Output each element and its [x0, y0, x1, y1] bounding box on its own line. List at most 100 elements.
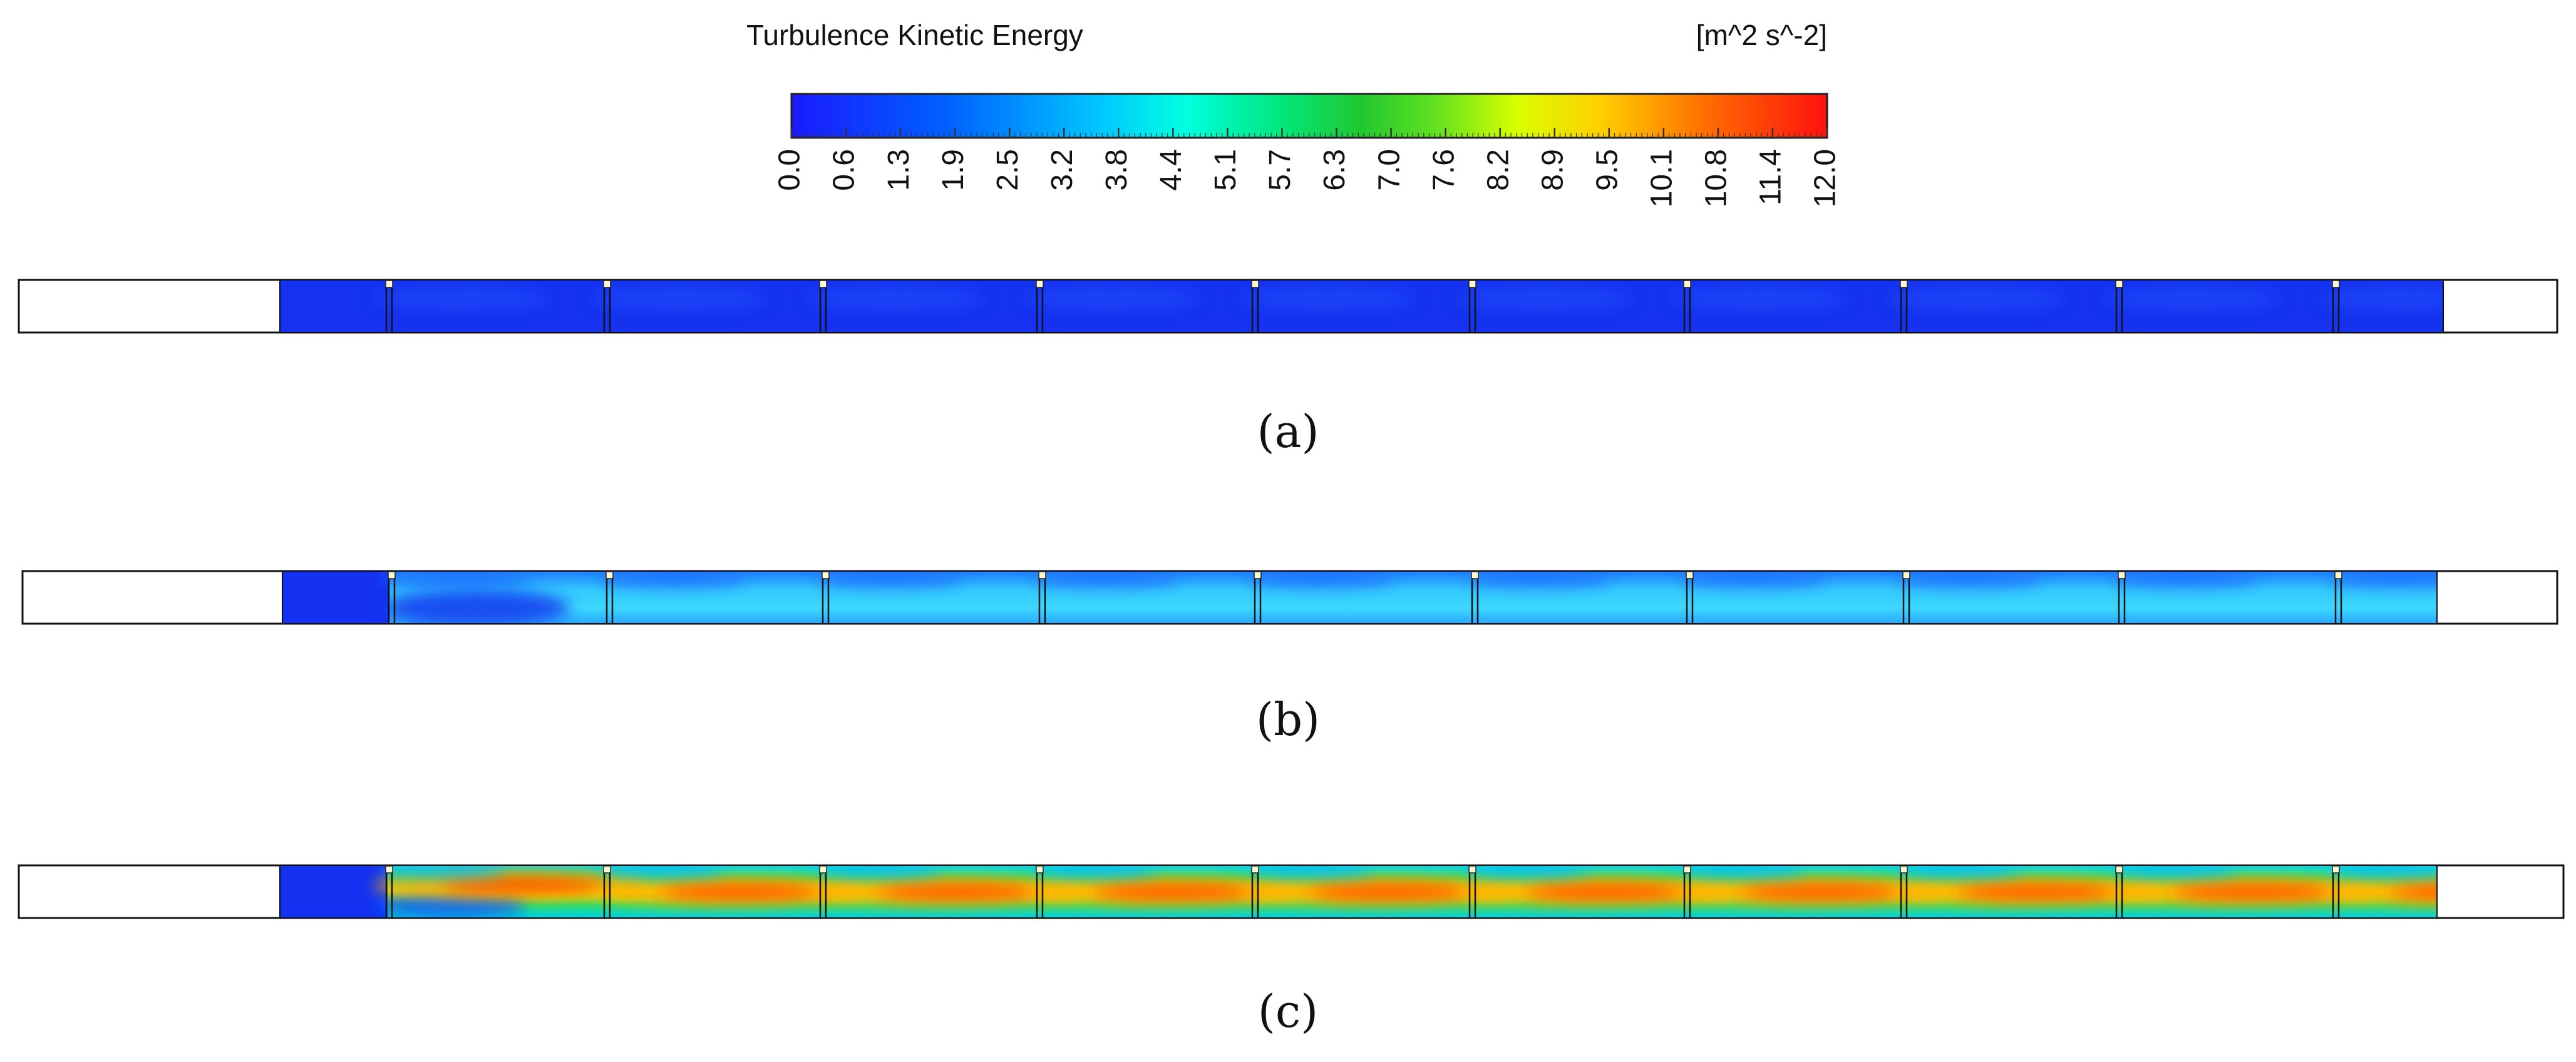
tick-label: 2.5: [991, 149, 1024, 191]
baffle: [1900, 280, 1908, 333]
baffle: [2332, 280, 2340, 333]
wake-streak: [2110, 571, 2260, 587]
legend-units: [m^2 s^-2]: [1696, 19, 1827, 51]
inlet-zone: [282, 571, 389, 624]
tick-label: 1.9: [937, 149, 970, 191]
wake-streak: [1678, 571, 1828, 587]
baffle: [603, 280, 611, 333]
panel-b: (b): [21, 570, 2558, 746]
tick-label: 7.0: [1373, 149, 1406, 191]
wake-streak: [1895, 865, 2020, 877]
wake-streak: [380, 571, 530, 587]
peak-energy-core: [1309, 885, 1471, 898]
wake-streak: [380, 865, 505, 877]
wake-streak: [1463, 571, 1614, 587]
wake-streak: [1240, 287, 1415, 310]
contour-panels: (a) (b) (c): [18, 279, 2565, 1038]
baffle: [1251, 280, 1259, 333]
baffle: [2118, 571, 2126, 624]
baffle: [388, 571, 396, 624]
baffle: [2115, 280, 2123, 333]
contour-field: [280, 865, 2437, 918]
wake-streak: [1888, 287, 2064, 310]
wake-streak: [374, 287, 549, 310]
wake-streak: [814, 865, 939, 877]
wake-streak: [1895, 571, 2045, 587]
wake-streak: [1246, 571, 1396, 587]
baffle: [1683, 865, 1691, 918]
wake-streak: [1024, 287, 1200, 310]
tick-label: 8.9: [1536, 149, 1569, 191]
panel-caption: (c): [1258, 985, 1319, 1038]
panel-caption: (b): [1256, 693, 1320, 746]
peak-energy-core: [2389, 885, 2437, 898]
baffle: [1900, 865, 1908, 918]
baffle: [1686, 571, 1694, 624]
inlet-zone: [280, 865, 388, 918]
baffle: [1038, 571, 1046, 624]
peak-energy-core: [2173, 885, 2336, 898]
peak-energy-core: [1526, 885, 1689, 898]
panel-caption: (a): [1257, 405, 1319, 458]
tick-label: 7.6: [1427, 149, 1460, 191]
panel-c: (c): [18, 864, 2565, 1038]
peak-energy-core: [661, 885, 823, 898]
tick-label: 3.2: [1046, 149, 1079, 191]
wake-streak: [1031, 865, 1156, 877]
wake-streak: [2104, 287, 2279, 310]
contour-field: [282, 571, 2437, 624]
low-energy-wake: [382, 589, 570, 624]
wake-streak: [808, 287, 983, 310]
contour-field: [280, 280, 2443, 333]
baffle: [605, 571, 614, 624]
baffle: [1251, 865, 1259, 918]
color-bar: [790, 93, 1828, 139]
baffle: [1036, 865, 1044, 918]
wake-streak: [2321, 287, 2443, 310]
tick-label: 0.0: [773, 149, 806, 191]
tick-label: 8.2: [1481, 149, 1515, 191]
peak-energy-core: [877, 885, 1039, 898]
baffle: [1468, 280, 1476, 333]
baffle: [603, 865, 611, 918]
color-bar-ticks: [790, 128, 1828, 138]
baffle: [1683, 280, 1691, 333]
wake-streak: [598, 571, 748, 587]
tick-label: 9.5: [1590, 149, 1624, 191]
peak-energy-core: [1093, 885, 1256, 898]
baffle: [2115, 865, 2123, 918]
wake-streak: [592, 287, 767, 310]
peak-energy-core: [443, 879, 605, 892]
baffle: [1902, 571, 1910, 624]
wake-streak: [598, 865, 723, 877]
wake-streak: [2327, 865, 2437, 877]
wake-streak: [1678, 865, 1803, 877]
legend: Turbulence Kinetic Energy [m^2 s^-2] 0.0…: [746, 19, 1842, 207]
legend-title: Turbulence Kinetic Energy: [746, 19, 1083, 51]
tick-label: 5.1: [1209, 149, 1242, 191]
peak-energy-core: [1957, 885, 2120, 898]
panel-a: (a): [18, 279, 2558, 458]
baffle: [385, 280, 393, 333]
domain-border: [279, 865, 2438, 919]
wake-streak: [1031, 571, 1181, 587]
baffle: [822, 571, 830, 624]
wake-streak: [1672, 287, 1847, 310]
tick-label: 12.0: [1809, 149, 1842, 207]
tick-label: 4.4: [1155, 149, 1188, 191]
high-energy-core: [2321, 878, 2437, 905]
tick-label: 10.8: [1700, 149, 1733, 207]
baffle: [1036, 280, 1044, 333]
wake-streak: [1246, 865, 1371, 877]
wake-streak: [1463, 865, 1589, 877]
baffle: [385, 865, 393, 918]
baffle: [2334, 571, 2342, 624]
tick-label: 1.3: [882, 149, 915, 191]
tick-label: 3.8: [1100, 149, 1133, 191]
tick-label: 10.1: [1646, 149, 1679, 207]
wake-streak: [2110, 865, 2235, 877]
baffle: [819, 280, 827, 333]
tick-label: 6.3: [1318, 149, 1351, 191]
tick-label: 5.7: [1264, 149, 1297, 191]
